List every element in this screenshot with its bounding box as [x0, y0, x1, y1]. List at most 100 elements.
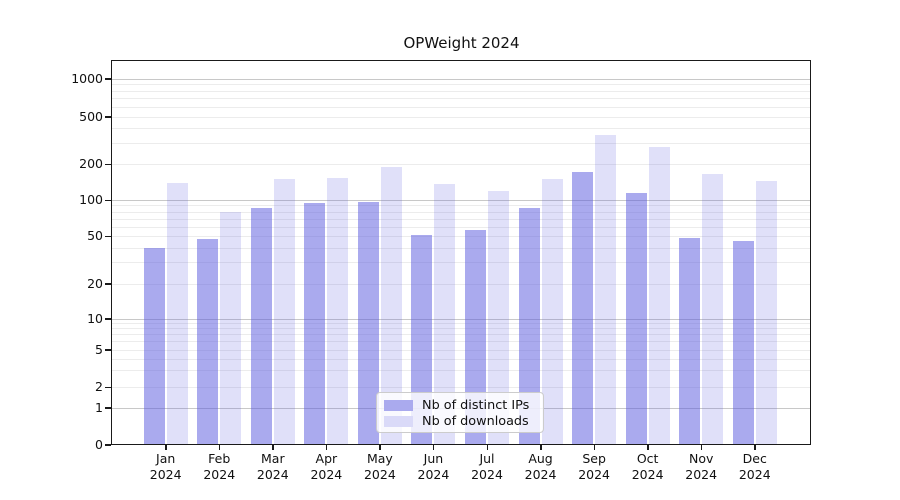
bar-distinct-ips	[625, 192, 647, 445]
y-axis-tick	[105, 199, 111, 201]
legend-swatch-downloads	[384, 416, 413, 427]
x-axis-tick	[540, 445, 542, 450]
x-axis-tick-label: Apr 2024	[310, 451, 343, 482]
y-axis-tick-label: 100	[79, 192, 103, 207]
gridline	[112, 247, 811, 249]
y-axis-tick	[105, 283, 111, 285]
gridline	[112, 142, 811, 144]
bar-distinct-ips	[465, 230, 486, 445]
gridline	[112, 387, 811, 388]
x-axis-tick-label: Mar 2024	[256, 451, 289, 482]
x-axis-tick-label: May 2024	[363, 451, 396, 482]
y-axis-tick-label: 10	[87, 310, 103, 326]
y-axis-tick-label: 2	[95, 379, 103, 394]
gridline	[112, 358, 811, 360]
gridline	[112, 164, 811, 165]
bar-distinct-ips	[357, 201, 379, 445]
gridline	[112, 211, 811, 213]
y-axis-tick	[105, 349, 111, 351]
y-axis-tick-label: 50	[87, 228, 103, 243]
gridline	[112, 341, 811, 343]
y-axis-tick-label: 1000	[71, 70, 103, 86]
bar-distinct-ips	[250, 208, 272, 445]
y-axis-tick	[105, 163, 111, 165]
x-axis-tick	[700, 445, 703, 450]
gridline	[112, 200, 811, 201]
bar-downloads	[327, 177, 349, 445]
x-axis-tick-label: Jun 2024	[417, 451, 450, 482]
x-axis-tick	[486, 445, 488, 450]
bar-distinct-ips	[679, 238, 701, 445]
x-axis-tick	[325, 445, 328, 450]
x-axis-tick-label: Jul 2024	[471, 451, 503, 482]
bar-distinct-ips	[197, 239, 219, 445]
bar-downloads	[648, 146, 670, 445]
gridline	[112, 84, 811, 86]
legend: Nb of distinct IPs Nb of downloads	[376, 392, 544, 433]
gridline	[112, 98, 811, 100]
legend-label-distinct-ips: Nb of distinct IPs	[422, 398, 530, 413]
x-axis-tick	[432, 445, 435, 450]
x-axis-tick-label: Nov 2024	[685, 451, 718, 482]
bar-downloads	[702, 173, 724, 445]
y-axis-tick	[105, 386, 111, 388]
gridline	[112, 106, 811, 108]
y-axis-tick-label: 20	[87, 275, 103, 291]
bar-downloads	[755, 180, 777, 445]
x-axis-tick	[218, 445, 221, 450]
legend-swatch-distinct-ips	[384, 400, 413, 411]
legend-item-downloads: Nb of downloads	[384, 414, 536, 429]
gridline	[112, 318, 811, 320]
bar-downloads	[166, 183, 188, 445]
x-axis-tick	[593, 445, 596, 450]
gridline	[112, 323, 811, 325]
gridline	[112, 116, 811, 118]
x-axis-tick	[647, 445, 649, 450]
x-axis-tick-label: Aug 2024	[524, 451, 557, 482]
legend-item-distinct-ips: Nb of distinct IPs	[384, 398, 536, 413]
bar-downloads	[595, 134, 617, 445]
y-axis-tick	[105, 444, 111, 446]
gridline	[112, 370, 811, 372]
y-axis-tick-label: 500	[79, 108, 103, 124]
gridline	[112, 205, 811, 207]
y-axis-tick-label: 0	[95, 436, 103, 452]
chart-title: OPWeight 2024	[403, 34, 520, 52]
gridline	[112, 128, 811, 130]
y-axis-tick-label: 5	[95, 341, 103, 357]
x-axis-tick	[165, 445, 167, 450]
bar-downloads	[541, 178, 563, 445]
bar-distinct-ips	[518, 208, 540, 445]
x-axis-tick	[379, 445, 381, 450]
legend-label-downloads: Nb of downloads	[422, 414, 529, 429]
y-axis-tick-label: 200	[79, 156, 103, 171]
x-axis-tick-label: Dec 2024	[738, 451, 771, 482]
bar-downloads	[488, 190, 509, 445]
y-axis-tick	[105, 235, 111, 237]
x-axis-tick	[272, 445, 274, 450]
x-axis-tick-label: Sep 2024	[578, 451, 610, 482]
gridline	[112, 226, 811, 228]
gridline	[112, 283, 811, 285]
bar-downloads	[220, 211, 242, 445]
bar-distinct-ips	[304, 203, 326, 445]
bar-distinct-ips	[732, 241, 754, 445]
gridline	[112, 236, 811, 237]
gridline	[112, 334, 811, 336]
bar-distinct-ips	[143, 247, 165, 445]
x-axis-tick-label: Jan 2024	[149, 451, 182, 482]
gridline	[112, 78, 811, 80]
gridline	[112, 218, 811, 220]
bar-distinct-ips	[572, 172, 594, 445]
plot-area	[112, 61, 811, 445]
gridline	[112, 90, 811, 92]
gridline	[112, 262, 811, 264]
x-axis-tick	[754, 445, 756, 450]
y-axis-tick	[105, 78, 111, 80]
bar-downloads	[380, 166, 402, 445]
bar-downloads	[273, 178, 295, 445]
y-axis-tick	[105, 318, 111, 320]
gridline	[112, 328, 811, 330]
x-axis-tick-label: Feb 2024	[203, 451, 236, 482]
